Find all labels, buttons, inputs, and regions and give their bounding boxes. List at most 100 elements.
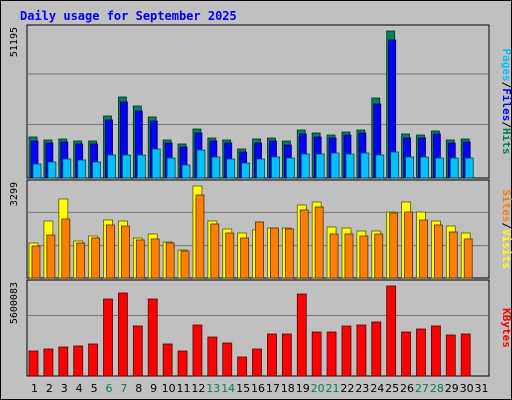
visits-sites-bar-sites — [433, 224, 443, 279]
kbytes-bar-kbytes — [88, 343, 99, 377]
kbytes-bar-kbytes — [371, 321, 382, 377]
kbytes-bar-kbytes — [103, 298, 113, 377]
x-tick-label: 4 — [76, 382, 83, 395]
x-tick-label: 20 — [311, 382, 325, 395]
visits-sites-bar-sites — [389, 212, 399, 279]
legend-separator: / — [500, 121, 512, 128]
hits-files-pages-bar-pages — [196, 149, 206, 179]
legend-entry-sites: Sites — [500, 189, 512, 222]
x-tick-label: 14 — [221, 382, 235, 395]
kbytes-bar-kbytes — [267, 333, 277, 377]
visits-sites-bar-sites — [210, 223, 220, 279]
hits-files-pages-bar-pages — [330, 152, 340, 179]
hits-files-pages-bar-pages — [226, 158, 236, 179]
kbytes-bar-kbytes — [147, 298, 158, 377]
kbytes-bar-kbytes — [416, 328, 426, 377]
x-tick-label: 21 — [326, 382, 340, 395]
hits-files-pages-bar-pages — [420, 156, 429, 179]
x-tick-label: 25 — [385, 382, 399, 395]
visits-sites-bar-sites — [31, 245, 41, 279]
hits-files-pages-bar-pages — [136, 154, 146, 179]
kbytes-bar-kbytes — [252, 348, 262, 377]
kbytes-bar-kbytes — [296, 293, 307, 377]
kbytes-bar-kbytes — [177, 350, 188, 377]
kbytes-bar-kbytes — [386, 285, 397, 377]
hits-files-pages-bar-pages — [151, 148, 161, 179]
hits-files-pages-bar-pages — [464, 157, 474, 179]
kbytes-bar-kbytes — [341, 325, 352, 377]
legend-entry-kbytes: KBytes — [500, 308, 512, 348]
visits-sites-bar-sites — [135, 239, 145, 279]
hits-files-pages-bar-pages — [181, 164, 191, 179]
legend-separator: / — [500, 82, 512, 89]
x-tick-label: 15 — [236, 382, 250, 395]
legend-entry-pages: Pages — [500, 49, 512, 82]
x-tick-label: 28 — [430, 382, 444, 395]
legend-entry-visits: Visits — [500, 229, 512, 269]
hits-files-pages-bar-pages — [122, 154, 131, 179]
x-tick-label: 9 — [150, 382, 157, 395]
visits-sites-bar-sites — [46, 234, 56, 279]
x-tick-label: 13 — [206, 382, 220, 395]
kbytes-bar-kbytes — [73, 345, 84, 377]
visits-sites-bar-sites — [359, 235, 369, 279]
x-tick-label: 7 — [120, 382, 127, 395]
kbytes-bar-kbytes — [445, 334, 456, 377]
hits-files-pages-bar-pages — [390, 151, 400, 179]
hits-files-pages-bar-pages — [405, 156, 414, 179]
kbytes-y-max-label: 5600083 — [9, 282, 20, 324]
visits-sites-bar-sites — [404, 211, 413, 279]
x-tick-label: 18 — [281, 382, 295, 395]
x-tick-label: 11 — [176, 382, 190, 395]
visits-sites-bar-sites — [195, 194, 205, 279]
x-tick-label: 16 — [251, 382, 265, 395]
visits-sites-bar-sites — [314, 206, 324, 279]
hits-files-pages-legend-label: Pages/Files/Hits — [500, 49, 512, 155]
visits-sites-bar-sites — [344, 233, 354, 279]
x-tick-label: 3 — [61, 382, 68, 395]
visits-sites-bar-sites — [106, 224, 115, 279]
x-tick-label: 8 — [135, 382, 142, 395]
kbytes-bar-kbytes — [28, 350, 39, 377]
x-tick-label: 26 — [400, 382, 414, 395]
x-tick-label: 17 — [266, 382, 280, 395]
hits-files-pages-bar-pages — [32, 163, 42, 179]
hits-files-pages-bar-pages — [62, 158, 72, 179]
chart-title: Daily usage for September 2025 — [20, 9, 237, 23]
kbytes-bar-kbytes — [58, 346, 69, 377]
hits-files-pages-bar-pages — [345, 153, 355, 179]
x-tick-label: 31 — [475, 382, 489, 395]
kbytes-bar-kbytes — [401, 331, 411, 377]
kbytes-bar-kbytes — [281, 333, 292, 377]
x-tick-label: 2 — [46, 382, 53, 395]
kbytes-bar-kbytes — [356, 324, 367, 377]
visits-sites-bar-sites — [284, 228, 294, 279]
hits-files-pages-bar-pages — [256, 158, 265, 179]
visits-sites-bar-sites — [329, 233, 339, 279]
hits-files-pages-bar-pages — [92, 161, 102, 179]
kbytes-bar-kbytes — [430, 325, 441, 377]
kbytes-bar-kbytes — [326, 331, 337, 377]
visits-sites-bar-sites — [419, 219, 428, 279]
x-tick-label: 29 — [445, 382, 459, 395]
hits-files-pages-bar-pages — [375, 154, 385, 179]
visits-sites-bar-sites — [61, 218, 71, 279]
hits-files-pages-bar-pages — [77, 159, 87, 179]
kbytes-bar-kbytes — [222, 342, 233, 377]
kbytes-bar-kbytes — [118, 292, 128, 377]
hits-files-pages-bar-pages — [449, 157, 459, 179]
x-tick-label: 5 — [91, 382, 98, 395]
hits-files-pages-bar-pages — [211, 156, 221, 179]
x-tick-label: 6 — [105, 382, 112, 395]
visits-sites-bar-sites — [121, 225, 130, 279]
visits-sites-bar-sites — [270, 227, 279, 279]
hits-files-pages-bar-pages — [360, 152, 370, 179]
visits-sites-bar-sites — [225, 232, 235, 279]
visits-sites-bar-sites — [299, 209, 309, 279]
hits-files-pages-y-max-label: 51195 — [9, 27, 20, 57]
x-tick-label: 27 — [415, 382, 429, 395]
visits-sites-bar-sites — [76, 242, 86, 279]
hits-files-pages-bar-pages — [107, 154, 116, 179]
visits-sites-bar-sites — [448, 231, 458, 279]
